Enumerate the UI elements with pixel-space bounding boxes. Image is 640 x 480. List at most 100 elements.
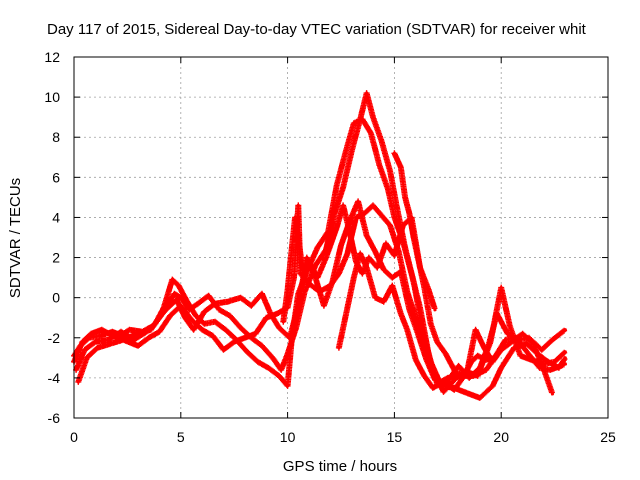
data-point [170,278,174,282]
data-series [71,90,568,401]
data-point [454,376,458,380]
x-tick-label: 20 [493,429,509,445]
data-point [379,213,384,218]
data-point [264,316,268,320]
data-point [388,223,392,228]
data-point [275,312,279,316]
axis-ticks: 0 5 10 15 20 25 -6 -4 -2 0 2 4 6 8 10 12 [44,49,616,445]
series-track-2 [73,116,567,389]
data-point [121,338,125,342]
data-point [335,225,339,230]
data-point [409,272,414,276]
data-point [239,326,243,330]
data-point [151,324,155,328]
data-point [401,239,405,244]
data-point [108,342,112,346]
data-point [157,330,162,334]
data-point [89,332,93,336]
data-point [305,255,309,260]
plot-frame [73,56,609,419]
data-point [422,286,426,290]
data-point [268,312,273,316]
data-point [473,328,478,332]
data-point [93,340,97,344]
data-point [217,308,221,312]
data-point [127,328,132,332]
y-tick-label: 12 [44,49,60,65]
data-point [563,356,567,360]
data-point [484,368,488,372]
data-point [307,259,311,264]
data-point [379,139,384,143]
data-point [369,131,373,135]
data-point [341,185,345,189]
x-tick-label: 15 [387,429,403,445]
data-point [74,368,78,372]
data-point [253,332,258,336]
data-point [85,356,89,360]
data-point [456,364,461,368]
data-point [392,215,396,220]
data-point [441,390,446,394]
data-point [499,286,503,290]
data-point [245,350,249,354]
data-point [435,340,439,344]
data-point [495,312,499,316]
y-tick-label: 10 [44,89,60,105]
data-point [277,374,281,378]
y-tick-label: 8 [52,129,60,145]
data-point [322,304,326,308]
data-point [224,328,228,332]
y-tick-label: 2 [52,250,60,266]
data-point [315,276,320,280]
data-point [365,265,369,270]
data-point [177,284,181,288]
data-point [200,328,204,332]
data-point [559,364,563,368]
data-point [476,374,480,378]
data-point [367,255,371,260]
data-point [211,334,215,338]
data-point [520,332,525,336]
data-point [350,149,354,153]
data-point [174,298,179,302]
data-point [416,255,420,260]
data-point [352,121,356,125]
data-point [371,203,375,208]
data-point [476,354,480,358]
data-point [444,352,448,356]
data-point [281,320,285,324]
data-point [98,334,102,338]
data-point [375,265,379,270]
data-point [478,396,482,400]
data-point [422,374,426,378]
data-point [296,235,300,240]
data-point [106,338,110,342]
data-point [365,233,369,238]
data-point [399,165,403,169]
data-point [452,388,456,392]
data-point [168,314,172,318]
data-point [431,386,435,390]
data-point [296,203,300,208]
data-point [347,229,352,234]
data-point [271,356,275,360]
data-point [529,358,533,362]
data-point [76,380,80,384]
data-point [260,292,264,296]
data-point [429,322,433,326]
data-point [491,360,495,364]
data-point [407,211,411,216]
data-point [147,336,151,340]
data-point [390,284,394,288]
data-point [315,245,320,250]
data-point [401,223,405,228]
data-point [343,151,347,155]
series-track-6 [335,250,497,393]
data-point [356,199,360,203]
data-point [563,328,567,332]
data-point [279,368,283,372]
data-point [441,380,446,384]
data-point [300,267,305,272]
data-point [382,300,386,304]
